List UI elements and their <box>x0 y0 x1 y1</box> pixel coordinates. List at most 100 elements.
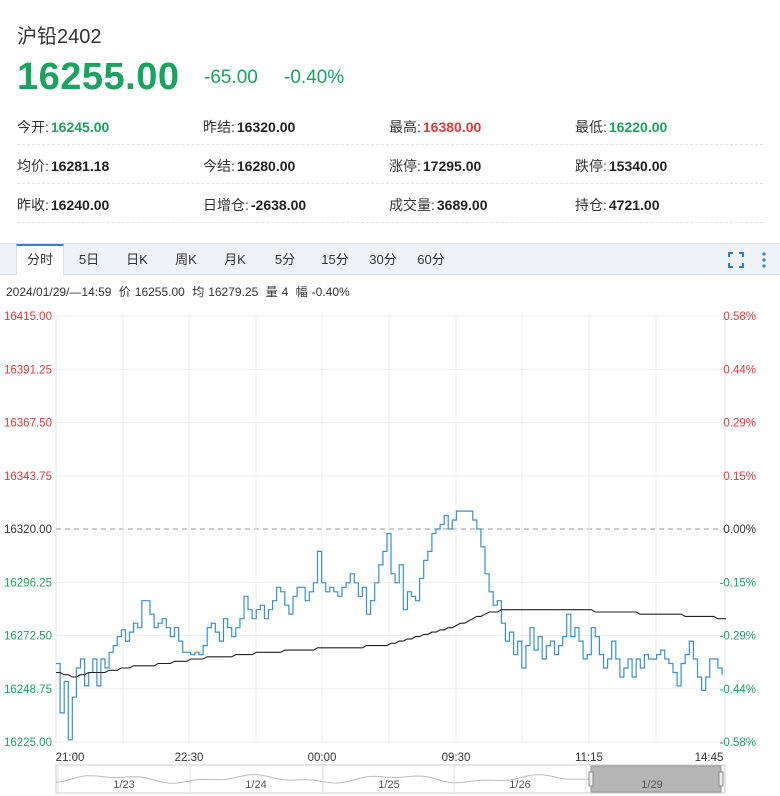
y-tick-right: -0.44% <box>720 684 756 696</box>
stat-label: 最高: <box>389 119 421 135</box>
x-tick: 09:30 <box>442 752 471 764</box>
contract-title: 沪铅2402 <box>17 26 102 48</box>
y-tick-right: -0.29% <box>720 631 756 643</box>
stat-value: 16240.00 <box>50 197 110 213</box>
y-tick-right: 0.58% <box>723 311 756 323</box>
navigator-label: 1/26 <box>509 779 530 791</box>
price-series-line <box>56 510 723 741</box>
stats-row: 昨收: 16240.00 日增仓: -2638.00 成交量: 3689.00 持仓: 472… <box>17 184 763 223</box>
info-amp: -0.40% <box>311 285 350 299</box>
x-tick: 11:15 <box>575 752 603 764</box>
stat-value: 16320.00 <box>236 119 296 135</box>
y-tick-right: 0.44% <box>723 364 756 376</box>
stat-value: 16245.00 <box>50 119 110 135</box>
intraday-chart[interactable]: 16415.00 0.58% 16391.25 0.44% 16367.50 0.29% 1… <box>0 305 780 796</box>
y-tick-left: 16343.75 <box>4 471 52 483</box>
stat-label: 昨结: <box>203 119 235 135</box>
info-vol: 4 <box>281 285 289 299</box>
stat-value: 16220.00 <box>608 119 668 135</box>
x-tick: 14:45 <box>695 752 724 764</box>
y-tick-left: 16415.00 <box>4 311 52 323</box>
stat-item: 持仓: 4721.00 <box>575 195 660 215</box>
stat-value: 15340.00 <box>608 158 668 174</box>
y-tick-left: 16296.25 <box>4 577 52 589</box>
info-avg: 16279.25 <box>208 285 259 299</box>
y-tick-right: -0.58% <box>720 737 756 749</box>
stat-item: 最高: 16380.00 <box>389 117 481 137</box>
stat-value: 16281.18 <box>50 158 110 174</box>
y-tick-left: 16225.00 <box>4 737 52 749</box>
info-amp-label: 幅 <box>295 285 308 299</box>
tab-6[interactable]: 15分 <box>321 252 349 267</box>
stat-label: 昨收: <box>17 197 49 213</box>
navigator-label: 1/25 <box>378 779 399 791</box>
navigator-label: 1/24 <box>245 779 266 791</box>
stat-item: 昨收: 16240.00 <box>17 195 109 215</box>
stat-item: 日增仓: -2638.00 <box>203 195 306 215</box>
navigator-label: 1/29 <box>641 779 662 791</box>
navigator-handle[interactable] <box>588 771 594 787</box>
more-vertical-icon[interactable] <box>756 250 776 270</box>
stat-label: 今结: <box>203 158 235 174</box>
stat-item: 涨停: 17295.00 <box>389 156 481 176</box>
stat-label: 持仓: <box>575 197 607 213</box>
stat-value: 4721.00 <box>608 197 660 213</box>
stat-value: 16280.00 <box>236 158 296 174</box>
x-tick: 22:30 <box>175 752 204 764</box>
stat-label: 今开: <box>17 119 49 135</box>
tab-0[interactable]: 分时 <box>16 244 64 275</box>
stats-row: 今开: 16245.00 昨结: 16320.00 最高: 16380.00 最低: 1622… <box>17 106 763 145</box>
x-tick: 00:00 <box>308 752 337 764</box>
x-tick: 21:00 <box>56 752 85 764</box>
y-tick-left: 16320.00 <box>4 524 52 536</box>
tab-4[interactable]: 月K <box>224 252 246 267</box>
stat-label: 最低: <box>575 119 607 135</box>
fullscreen-icon[interactable] <box>726 250 746 270</box>
stat-item: 最低: 16220.00 <box>575 117 667 137</box>
tab-5[interactable]: 5分 <box>274 252 296 267</box>
stat-label: 均价: <box>17 158 49 174</box>
navigator-handle[interactable] <box>718 771 724 787</box>
stat-item: 今结: 16280.00 <box>203 156 295 176</box>
stat-value: 3689.00 <box>436 197 488 213</box>
chart-period-tabs: 分时 5日 日K 周K 月K 5分 15分 30分 60分 <box>0 243 780 275</box>
info-vol-label: 量 <box>265 285 278 299</box>
y-tick-left: 16391.25 <box>4 364 52 376</box>
info-price: 16255.00 <box>134 285 185 299</box>
price-change-percent: -0.40% <box>284 67 345 88</box>
tab-1[interactable]: 5日 <box>78 252 100 267</box>
stat-item: 均价: 16281.18 <box>17 156 109 176</box>
y-tick-left: 16367.50 <box>4 418 52 430</box>
y-tick-left: 16248.75 <box>4 684 52 696</box>
stat-item: 跌停: 15340.00 <box>575 156 667 176</box>
info-time: 2024/01/29/—14:59 <box>6 285 112 299</box>
y-tick-right: 0.29% <box>723 418 756 430</box>
tab-7[interactable]: 30分 <box>369 252 397 267</box>
y-tick-right: 0.15% <box>723 471 756 483</box>
stat-value: 16380.00 <box>422 119 482 135</box>
tab-8[interactable]: 60分 <box>417 252 445 267</box>
avg-series-line <box>56 609 727 678</box>
quote-stats: 今开: 16245.00 昨结: 16320.00 最高: 16380.00 最低: 1622… <box>17 106 763 223</box>
stat-item: 昨结: 16320.00 <box>203 117 295 137</box>
stats-row: 均价: 16281.18 今结: 16280.00 涨停: 17295.00 跌停: 1534… <box>17 145 763 184</box>
stat-item: 成交量: 3689.00 <box>389 195 488 215</box>
price-change: -65.00 <box>204 67 258 88</box>
stat-label: 跌停: <box>575 158 607 174</box>
last-price: 16255.00 <box>17 56 180 98</box>
y-tick-right: 0.00% <box>723 524 756 536</box>
tab-3[interactable]: 周K <box>175 252 197 267</box>
stat-item: 今开: 16245.00 <box>17 117 109 137</box>
stat-label: 涨停: <box>389 158 421 174</box>
stat-label: 日增仓: <box>203 197 249 213</box>
navigator-label: 1/23 <box>113 779 134 791</box>
stat-value: -2638.00 <box>250 197 307 213</box>
navigator-mini-line <box>55 773 590 784</box>
info-avg-label: 均 <box>192 285 205 299</box>
stat-label: 成交量: <box>389 197 435 213</box>
stat-value: 17295.00 <box>422 158 482 174</box>
info-price-label: 价 <box>118 285 131 299</box>
tab-2[interactable]: 日K <box>126 252 148 267</box>
y-tick-left: 16272.50 <box>4 631 52 643</box>
